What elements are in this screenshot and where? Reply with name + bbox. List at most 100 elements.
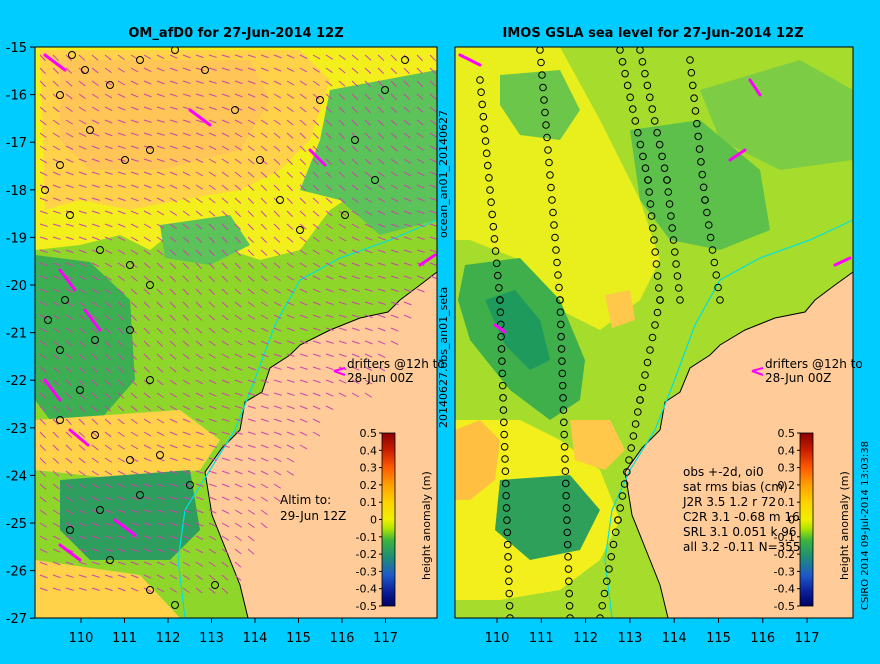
current-vector [117, 431, 125, 438]
current-vector [156, 509, 165, 513]
current-vector [65, 574, 74, 578]
current-vector [39, 509, 47, 516]
current-vector [312, 197, 320, 204]
current-vector [91, 444, 99, 451]
obs-marker [600, 589, 609, 598]
current-vector [78, 171, 87, 176]
drifter-marker [156, 451, 164, 459]
current-vector [221, 340, 230, 346]
current-vector [182, 171, 191, 177]
current-vector [130, 431, 139, 437]
current-vector [247, 327, 256, 333]
obs-marker [563, 528, 572, 537]
current-vector [325, 262, 334, 267]
current-vector [325, 54, 334, 60]
obs-marker [609, 540, 618, 549]
current-vector [39, 314, 48, 320]
current-vector [65, 184, 74, 189]
right-eddy-south [495, 475, 600, 560]
current-vector [234, 340, 243, 346]
current-vector [338, 93, 346, 100]
current-vector [377, 262, 386, 266]
current-vector [91, 561, 100, 565]
obs-marker [694, 132, 702, 141]
current-vector [247, 457, 256, 462]
current-vector [39, 301, 48, 306]
lon-tick-label: 117 [795, 631, 820, 646]
current-vector [247, 288, 255, 295]
obs-marker [690, 94, 698, 102]
current-vector [221, 405, 230, 410]
current-vector [364, 67, 372, 74]
current-vector [429, 171, 437, 176]
current-vector [130, 275, 138, 282]
current-vector [169, 535, 178, 540]
left-colorbar-ticks: 0.5 0.4 0.3 0.2 0.1 0 -0.1 -0.2 -0.3 -0.4 -0.5 [356, 427, 382, 613]
obs-marker [504, 565, 513, 573]
current-vector [234, 158, 242, 165]
current-vector [130, 457, 139, 462]
current-vector [169, 327, 177, 334]
current-vector [390, 275, 399, 279]
current-vector [260, 80, 269, 85]
current-vector [117, 496, 126, 501]
current-vector [299, 392, 308, 397]
current-vector [130, 132, 139, 136]
obs-marker [638, 58, 647, 66]
current-vector [104, 392, 112, 399]
current-vector [156, 470, 165, 475]
current-vector [195, 236, 203, 243]
current-vector [78, 327, 86, 334]
current-vector [182, 327, 190, 334]
current-vector [429, 223, 437, 227]
current-vector [325, 132, 332, 140]
current-vector [78, 470, 86, 477]
current-vector [169, 353, 177, 360]
current-vector [364, 249, 373, 254]
colorbar-tick-label: -0.2 [774, 548, 795, 561]
current-vector [143, 483, 152, 488]
current-vector [130, 405, 138, 412]
drifter-track [43, 378, 62, 402]
current-vector [117, 275, 125, 282]
current-vector [65, 444, 73, 451]
current-vector [130, 522, 139, 526]
current-vector [403, 210, 412, 215]
current-vector [429, 67, 437, 74]
current-vector [429, 197, 437, 201]
obs-marker [550, 221, 558, 229]
right-drifters-legend-arrow [751, 367, 764, 376]
current-vector [260, 132, 268, 139]
obs-marker [478, 100, 487, 109]
obs-marker [639, 152, 647, 161]
obs-marker [488, 210, 497, 219]
current-vector [312, 210, 320, 217]
current-vector [117, 93, 126, 98]
current-vector [221, 106, 230, 111]
current-vector [195, 119, 204, 124]
current-vector [169, 80, 178, 85]
current-vector [247, 210, 254, 218]
current-vector [78, 158, 87, 163]
current-vector [195, 522, 204, 527]
obs-marker [701, 196, 709, 204]
drifter-marker [351, 136, 359, 144]
current-vector [286, 392, 295, 396]
current-vector [91, 314, 99, 321]
current-vector [195, 275, 202, 283]
current-vector [325, 93, 333, 100]
current-vector [390, 223, 399, 228]
current-vector [247, 496, 256, 502]
current-vector [338, 132, 345, 140]
current-vector [364, 106, 371, 114]
current-vector [117, 509, 126, 514]
lon-tick-label: 111 [529, 631, 554, 646]
current-vector [39, 275, 48, 280]
current-vector [156, 223, 165, 229]
obs-marker [616, 504, 625, 512]
current-vector [234, 184, 242, 191]
current-vector [247, 535, 255, 542]
colorbar-tick-label: -0.5 [774, 600, 795, 613]
current-vector [351, 223, 360, 229]
current-vector [234, 483, 243, 488]
